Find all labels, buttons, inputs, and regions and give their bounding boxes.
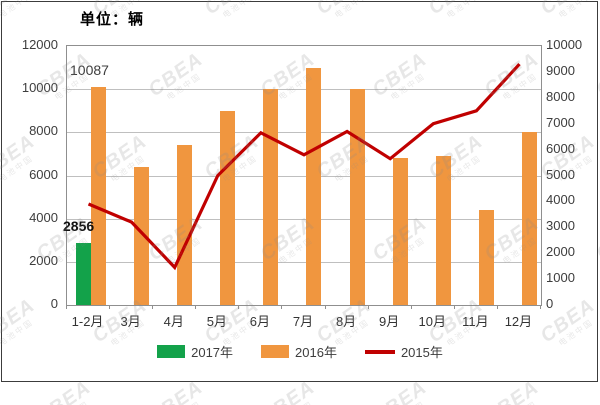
right-axis-tick-label: 5000: [546, 166, 575, 182]
x-axis-tick: [367, 305, 369, 309]
bar-2016年-1-2月: [91, 87, 106, 305]
watermark-text-sub: 电池中国: [493, 394, 547, 405]
x-axis-category-label: 8月: [335, 314, 357, 329]
right-axis-tick-label: 10000: [546, 37, 583, 52]
bar-2016年-9月: [392, 158, 408, 305]
left-axis-tick-label: 6000: [29, 166, 58, 182]
x-axis-tick: [324, 305, 326, 309]
bar-2016年-12月: [521, 132, 537, 305]
legend-label-2016年: 2016年: [295, 345, 337, 360]
watermark-text-sub: 电池中国: [269, 394, 323, 405]
bar-2016年-6月: [263, 89, 279, 305]
gridline: [67, 175, 541, 177]
bar-2016年-5月: [220, 110, 236, 305]
bar-2016年-3月: [134, 166, 150, 305]
gridline: [67, 218, 541, 220]
left-axis-tick-label: 0: [50, 296, 58, 311]
gridline: [67, 261, 541, 263]
right-axis-tick-label: 8000: [546, 88, 575, 104]
x-axis-tick: [410, 305, 412, 309]
left-axis-tick-label: 10000: [21, 80, 58, 96]
watermark-text-sub: 电池中国: [381, 394, 435, 405]
right-axis-tick-label: 4000: [546, 192, 575, 208]
x-axis-tick: [152, 305, 154, 309]
chart-title: 单位：辆: [80, 11, 145, 28]
bar-2017年-1-2月: [76, 243, 91, 305]
legend-item-2017年: 2017年: [157, 342, 233, 361]
x-axis-tick: [496, 305, 498, 309]
left-axis-tick-label: 2000: [29, 252, 58, 268]
x-axis-tick: [109, 305, 111, 309]
legend-label-2015年: 2015年: [400, 345, 443, 360]
x-axis-category-label: 12月: [504, 314, 533, 329]
x-axis-category-label: 5月: [206, 314, 227, 329]
legend-item-2015年: 2015年: [364, 342, 443, 361]
right-axis-tick-label: 2000: [546, 244, 575, 260]
value-label-2856: 2856: [63, 218, 95, 235]
left-axis-tick-label: 12000: [21, 37, 58, 52]
x-axis-tick: [453, 305, 455, 309]
right-axis-tick-label: 3000: [546, 218, 575, 234]
right-axis-tick-label: 0: [546, 296, 554, 311]
x-axis-category-label: 6月: [249, 314, 271, 329]
plot-area: [66, 45, 542, 306]
x-axis-category-label: 10月: [418, 314, 446, 329]
gridline: [67, 132, 541, 134]
bar-2016年-4月: [177, 145, 193, 305]
line-series-2015年: [87, 63, 521, 271]
right-axis-tick-label: 9000: [546, 62, 575, 78]
x-axis-category-label: 4月: [163, 314, 184, 329]
x-axis-tick: [238, 305, 240, 309]
x-axis-category-label: 11月: [462, 314, 489, 329]
x-axis-tick: [66, 305, 67, 309]
x-axis-tick: [281, 305, 283, 309]
right-axis-tick-label: 7000: [546, 114, 575, 130]
legend-swatch-2015年: [364, 349, 395, 354]
x-axis-category-label: 9月: [379, 314, 400, 329]
legend-swatch-2017年: [157, 345, 186, 358]
left-axis-tick-label: 8000: [29, 123, 58, 139]
right-axis-tick-label: 1000: [546, 270, 575, 286]
bar-2016年-10月: [435, 156, 451, 305]
right-axis-tick-label: 6000: [546, 140, 575, 156]
legend-item-2016年: 2016年: [261, 342, 337, 361]
bar-2016年-7月: [306, 67, 322, 305]
x-axis-category-label: 7月: [292, 314, 314, 329]
x-axis-tick: [195, 305, 197, 309]
x-axis-category-label: 3月: [120, 314, 141, 329]
watermark-text-sub: 电池中国: [157, 394, 211, 405]
value-label-10087: 10087: [70, 62, 109, 79]
legend-swatch-2016年: [261, 345, 290, 358]
legend-label-2017年: 2017年: [191, 345, 234, 360]
bar-2016年-11月: [478, 210, 494, 305]
bar-2016年-8月: [349, 89, 365, 305]
watermark-text-sub: 电池中国: [45, 394, 99, 405]
x-axis-category-label: 1-2月: [71, 314, 104, 329]
x-axis-tick: [540, 305, 541, 309]
left-axis-tick-label: 4000: [29, 209, 58, 225]
gridline: [67, 89, 541, 91]
legend: 2017年 2016年 2015年: [0, 342, 600, 361]
